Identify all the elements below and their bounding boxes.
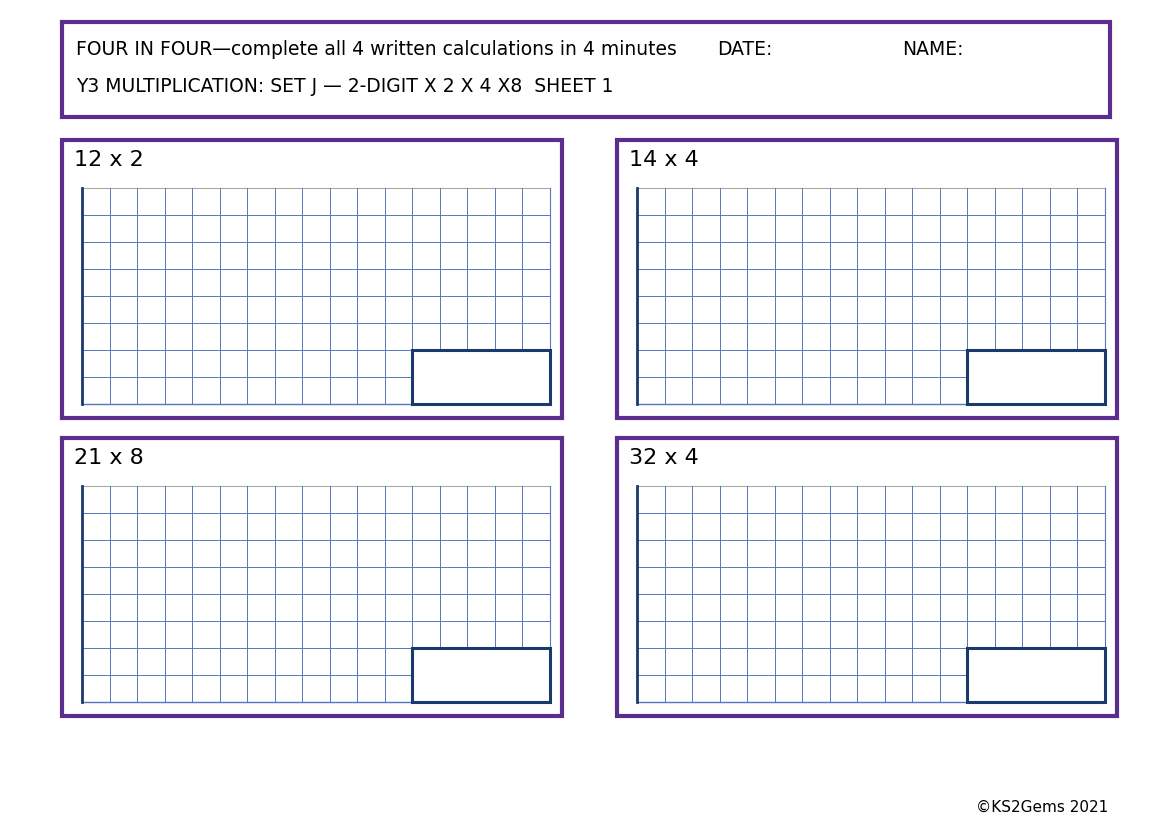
Text: ©KS2Gems 2021: ©KS2Gems 2021: [976, 800, 1108, 815]
Text: Y3 MULTIPLICATION: SET J — 2-DIGIT X 2 X 4 X8  SHEET 1: Y3 MULTIPLICATION: SET J — 2-DIGIT X 2 X…: [76, 77, 613, 96]
Text: 12 x 2: 12 x 2: [74, 150, 144, 170]
Bar: [968, 350, 1104, 404]
Bar: [412, 350, 550, 404]
Bar: [617, 438, 1117, 716]
Text: 21 x 8: 21 x 8: [74, 448, 144, 468]
Bar: [62, 438, 562, 716]
Text: 32 x 4: 32 x 4: [629, 448, 698, 468]
Bar: [968, 648, 1104, 702]
Bar: [617, 140, 1117, 418]
Text: FOUR IN FOUR—complete all 4 written calculations in 4 minutes: FOUR IN FOUR—complete all 4 written calc…: [76, 40, 677, 59]
Text: NAME:: NAME:: [902, 40, 964, 59]
Bar: [62, 140, 562, 418]
Bar: [62, 22, 1110, 117]
Bar: [412, 648, 550, 702]
Text: 14 x 4: 14 x 4: [629, 150, 698, 170]
Text: DATE:: DATE:: [717, 40, 772, 59]
